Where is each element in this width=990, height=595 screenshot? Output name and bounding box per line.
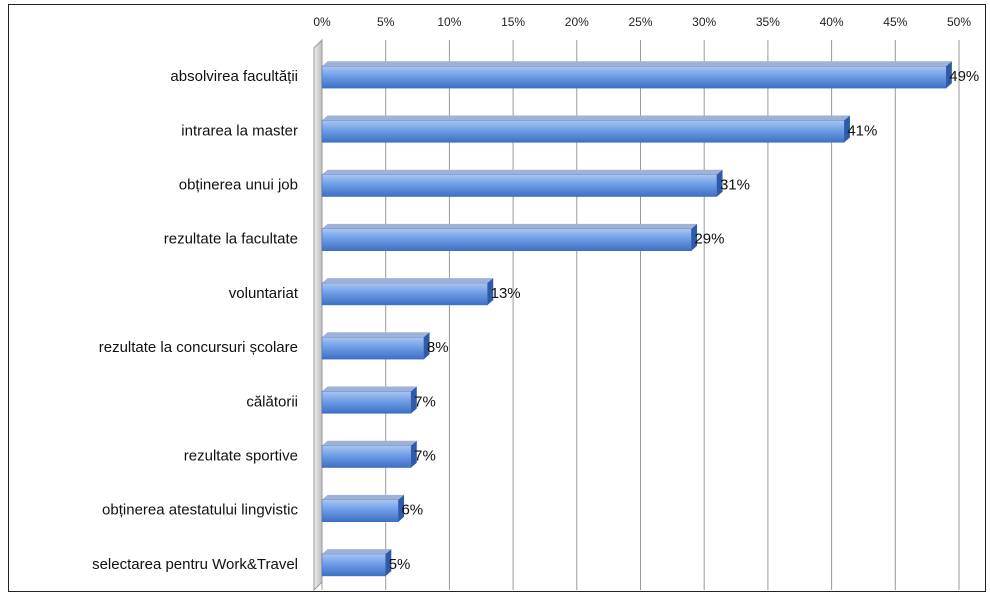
bar-top-face — [322, 278, 494, 283]
category-label: absolvirea facultății — [170, 68, 298, 85]
data-label: 29% — [694, 231, 724, 248]
bar-top-face — [322, 332, 430, 338]
bar — [321, 61, 952, 89]
bar-end-face — [844, 115, 850, 143]
data-label: 41% — [847, 122, 877, 139]
bar — [321, 169, 723, 197]
data-label: 31% — [720, 177, 750, 194]
x-tick-label: 0% — [313, 15, 331, 29]
x-tick-label: 50% — [947, 15, 971, 29]
bar-end-face — [716, 169, 723, 197]
bar — [321, 332, 430, 360]
bar-face — [321, 499, 399, 523]
data-label: 8% — [427, 339, 449, 356]
x-tick-label: 40% — [820, 15, 844, 29]
data-label: 49% — [949, 68, 979, 85]
bar-end-face — [385, 549, 392, 576]
data-label: 5% — [389, 556, 411, 573]
bar-top-face — [322, 440, 417, 446]
x-tick-label: 35% — [756, 15, 780, 29]
bar-top-face — [322, 494, 405, 500]
category-label: obținerea atestatului lingvistic — [102, 502, 298, 519]
bar — [321, 115, 850, 143]
bar-end-face — [411, 440, 417, 468]
bar — [321, 494, 405, 523]
bar — [321, 223, 698, 251]
bar-top-face — [322, 115, 850, 121]
category-label: rezultate la facultate — [164, 231, 298, 248]
bar-end-face — [423, 332, 430, 360]
bars — [321, 61, 952, 577]
bar-top-face — [322, 223, 698, 229]
bar-face — [321, 228, 692, 251]
data-label: 7% — [414, 393, 436, 410]
bar-end-face — [946, 61, 952, 89]
bar-face — [321, 120, 845, 143]
bar — [321, 440, 417, 468]
data-labels: 49% 41% 31% 29% 13% 8% 7% 7% 6% 5% — [389, 68, 980, 573]
bar-end-face — [398, 494, 405, 522]
bar-top-face — [322, 386, 417, 392]
bar-end-face — [487, 278, 494, 305]
data-label: 6% — [401, 502, 423, 519]
category-label: voluntariat — [229, 285, 299, 302]
bar — [321, 549, 392, 577]
x-tick-label: 5% — [377, 15, 395, 29]
bar — [321, 386, 417, 414]
x-tick-label: 45% — [883, 15, 907, 29]
bar-top-face — [322, 61, 952, 67]
bar-face — [321, 282, 488, 306]
bar-face — [321, 174, 718, 197]
category-axis-wall — [313, 38, 323, 592]
category-label: rezultate sportive — [184, 448, 298, 465]
bar-face — [321, 336, 425, 360]
bar-chart: 0% 5% 10% 15% 20% 25% 30% 35% 40% 45% 50% absolvir… — [92, 15, 980, 592]
category-label: călătorii — [246, 393, 298, 410]
x-tick-label: 20% — [565, 15, 589, 29]
bar-top-face — [322, 169, 723, 175]
category-labels: absolvirea facultății intrarea la master o… — [92, 68, 299, 573]
bar-end-face — [411, 386, 417, 414]
bar-face — [321, 65, 947, 89]
data-label: 7% — [414, 448, 436, 465]
bar-face — [321, 445, 412, 468]
category-label: obținerea unui job — [179, 177, 298, 194]
chart-frame: 0% 5% 10% 15% 20% 25% 30% 35% 40% 45% 50% absolvir… — [8, 4, 986, 592]
data-label: 13% — [491, 285, 521, 302]
category-label: intrarea la master — [181, 122, 298, 139]
bar-top-face — [322, 549, 392, 554]
bar-end-face — [691, 223, 698, 251]
side-wall — [313, 38, 323, 592]
bar-face — [321, 553, 387, 577]
x-tick-label: 30% — [692, 15, 716, 29]
value-axis: 0% 5% 10% 15% 20% 25% 30% 35% 40% 45% 50% — [313, 15, 971, 29]
category-label: rezultate la concursuri școlare — [99, 339, 298, 356]
bar-face — [321, 390, 412, 414]
bar — [321, 278, 494, 306]
x-tick-label: 10% — [437, 15, 461, 29]
x-tick-label: 15% — [501, 15, 525, 29]
category-label: selectarea pentru Work&Travel — [92, 556, 298, 573]
x-tick-label: 25% — [628, 15, 652, 29]
